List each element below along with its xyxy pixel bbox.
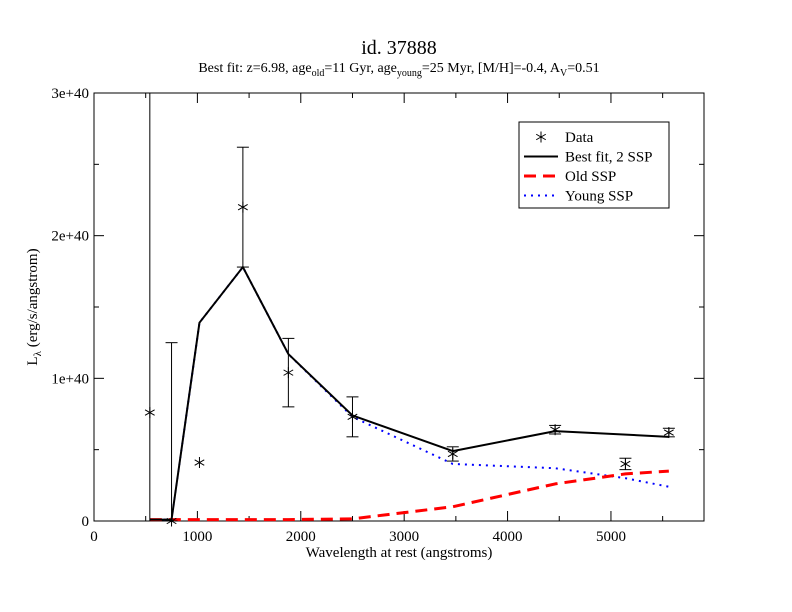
data-point (347, 411, 358, 423)
data-point (166, 515, 177, 527)
x-tick-label: 1000 (182, 529, 212, 545)
y-tick-label: 0 (82, 514, 90, 530)
chart-title: id. 37888 (361, 37, 437, 59)
subtitle-text: =11 Gyr, age (324, 61, 397, 76)
data-point (620, 458, 631, 470)
y-tick-labels: 0 1e+40 2e+40 3e+40 (51, 86, 89, 530)
data-point (283, 367, 294, 379)
x-tick-label: 0 (90, 529, 98, 545)
x-tick-label: 5000 (596, 529, 626, 545)
x-tick-labels: 0 1000 2000 3000 4000 5000 (90, 529, 626, 545)
y-tick-label: 1e+40 (51, 371, 89, 387)
subtitle-text: =0.51 (567, 61, 599, 76)
data-point (550, 424, 561, 436)
y-tick-label: 2e+40 (51, 229, 89, 245)
series-line-old-ssp (149, 469, 669, 522)
legend-box (518, 121, 670, 209)
subtitle-subscript: old (312, 68, 325, 79)
legend-marker-data (535, 131, 547, 143)
data-point (663, 427, 674, 439)
x-tick-label: 2000 (286, 529, 316, 545)
subtitle-text: =25 Myr, [M/H]=-0.4, A (422, 61, 561, 76)
subtitle-text: Best fit: z=6.98, age (198, 61, 311, 76)
legend-entry-young-ssp-label: Young SSP (565, 189, 633, 205)
x-tick-label: 4000 (493, 529, 523, 545)
data-point (144, 407, 155, 419)
legend: Data Best fit, 2 SSP Old SSP Young SSP (518, 121, 670, 209)
x-tick-label: 3000 (389, 529, 419, 545)
series-line-young-ssp (149, 266, 670, 521)
chart-subtitle: Best fit: z=6.98, ageold=11 Gyr, ageyoun… (198, 61, 599, 79)
plot-area (144, 93, 675, 527)
axis-ticks (93, 92, 704, 522)
data-point (237, 201, 248, 213)
data-point (447, 448, 458, 460)
legend-entry-best-fit-2-ssp-label: Best fit, 2 SSP (565, 150, 653, 166)
legend-entry-data-label: Data (565, 130, 594, 146)
legend-entry-old-ssp-label: Old SSP (565, 169, 616, 185)
y-axis-label: Lλ (erg/s/angstrom) (25, 248, 44, 365)
y-tick-label: 3e+40 (51, 86, 89, 102)
x-axis-label: Wavelength at rest (angstroms) (306, 545, 493, 561)
subtitle-subscript: V (560, 68, 568, 79)
subtitle-subscript: young (397, 68, 422, 79)
data-point (194, 457, 205, 469)
series-line-best-fit-2-ssp (149, 266, 669, 521)
